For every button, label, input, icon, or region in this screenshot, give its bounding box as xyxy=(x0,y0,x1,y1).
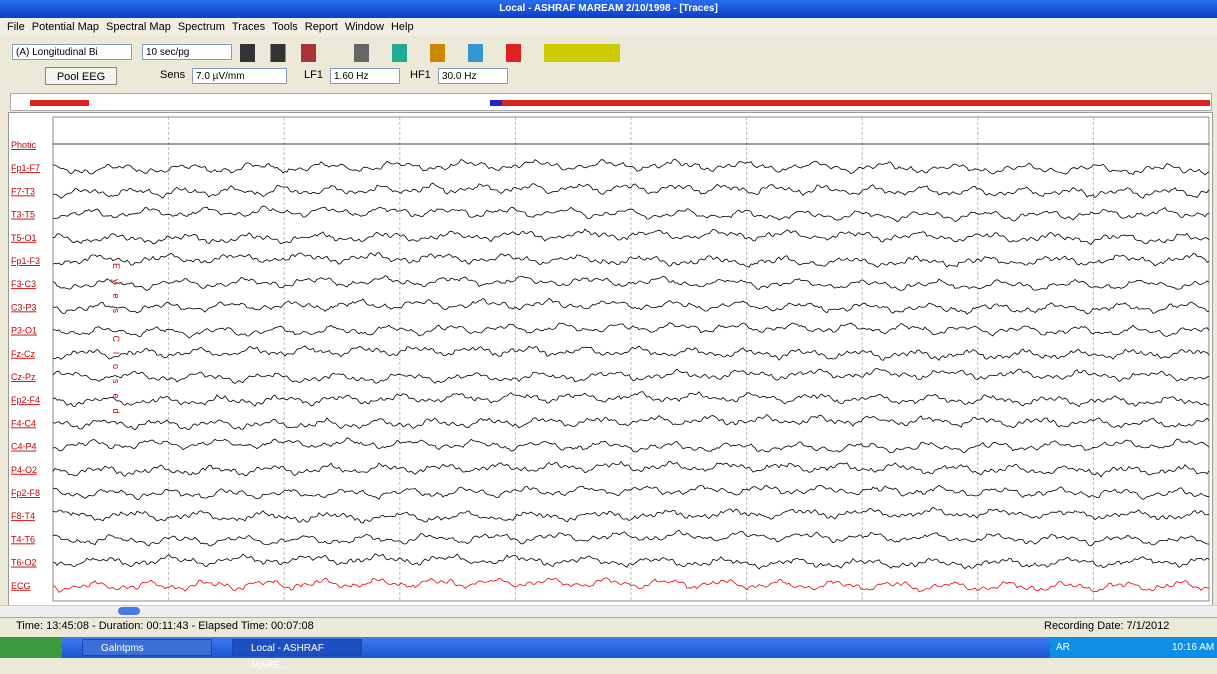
pool-eeg-button[interactable]: Pool EEG xyxy=(45,67,117,85)
status-bar: Time: 13:45:08 - Duration: 00:11:43 - El… xyxy=(0,617,1217,635)
eeg-trace xyxy=(52,506,1210,524)
channel-label: T3-T5 xyxy=(11,210,35,220)
eeg-trace xyxy=(52,345,1210,362)
eeg-trace xyxy=(52,413,1210,431)
channel-label: Photic xyxy=(11,140,37,150)
menu-item[interactable]: Spectral Map xyxy=(106,21,171,33)
channel-label: F3-C3 xyxy=(11,279,36,289)
sens-select[interactable]: 7.0 µV/mm xyxy=(192,68,287,84)
channel-label: Cz-Pz xyxy=(11,372,36,382)
menu-item[interactable]: Traces xyxy=(231,21,266,33)
eeg-trace xyxy=(52,437,1210,454)
menu-item[interactable]: Potential Map xyxy=(31,21,99,33)
eeg-trace xyxy=(52,228,1210,246)
timeline-bar xyxy=(30,100,1210,106)
sens-label: Sens xyxy=(160,69,186,81)
lf-select[interactable]: 1.60 Hz xyxy=(330,68,400,84)
menu-item[interactable]: Spectrum xyxy=(177,21,225,33)
channel-label: T4-T6 xyxy=(11,534,35,544)
eeg-trace xyxy=(52,391,1210,408)
title-bar: Local - ASHRAF MAREAM 2/10/1998 - [Trace… xyxy=(0,0,1217,18)
channel-label: T5-O1 xyxy=(11,233,37,243)
tray-lang: AR xyxy=(1056,642,1070,653)
channel-label: T6-O2 xyxy=(11,558,37,568)
status-time: Time: 13:45:08 - Duration: 00:11:43 - El… xyxy=(16,620,314,632)
trace-panel: Photic Fp1-F7 F7-T3 T3-T5 T5-O1 Fp1-F3 F3-C3 C3… xyxy=(8,112,1213,606)
eeg-trace xyxy=(52,484,1210,500)
hf-select[interactable]: 30.0 Hz xyxy=(438,68,508,84)
start-button[interactable] xyxy=(0,637,62,658)
scroll-thumb[interactable] xyxy=(118,607,140,615)
menu-item[interactable]: Report xyxy=(304,21,338,33)
window-title: Local - ASHRAF MAREAM 2/10/1998 - [Trace… xyxy=(499,3,718,14)
montage-select[interactable]: (A) Longitudinal Bi xyxy=(12,44,132,60)
channel-label: F4-C4 xyxy=(11,418,36,428)
channel-label: C3-P3 xyxy=(11,302,37,312)
eeg-trace xyxy=(52,368,1210,384)
tray-clock: 10:16 AM xyxy=(1172,642,1215,653)
eeg-trace xyxy=(52,205,1210,223)
speed-select[interactable]: 10 sec/pg xyxy=(142,44,232,60)
channel-label: Fp2-F4 xyxy=(11,395,40,405)
recording-date: Recording Date: 7/1/2012 xyxy=(1044,620,1170,632)
toolbar-icons[interactable] xyxy=(240,44,620,62)
channel-label: P4-O2 xyxy=(11,465,37,475)
eeg-trace xyxy=(52,460,1210,478)
menu-bar: File Potential Map Spectral Map Spectrum Tra… xyxy=(0,18,1217,36)
eeg-trace xyxy=(52,322,1210,339)
channel-label: C4-P4 xyxy=(11,442,37,452)
taskbar: Galntpms Local - ASHRAF MARE... AR 10:16… xyxy=(0,637,1217,671)
task-item[interactable]: Galntpms xyxy=(82,639,212,656)
eeg-trace xyxy=(52,529,1210,547)
eeg-trace xyxy=(53,553,1210,570)
channel-label: Fp2-F8 xyxy=(11,488,40,498)
trace-svg: Photic Fp1-F7 F7-T3 T3-T5 T5-O1 Fp1-F3 F3-C3 C3… xyxy=(11,116,1210,602)
channel-label: Fz-Cz xyxy=(11,349,35,359)
channel-label: Fp1-F3 xyxy=(11,256,40,266)
trace-frame xyxy=(52,116,1210,602)
channel-label: P3-O1 xyxy=(11,326,37,336)
hf-label: HF1 xyxy=(410,69,431,81)
channel-label: F8-T4 xyxy=(11,511,35,521)
channel-label: F7-T3 xyxy=(11,186,35,196)
annotation: Eyes Closed xyxy=(111,263,121,424)
eeg-trace xyxy=(52,577,1210,593)
eeg-trace xyxy=(52,275,1210,291)
task-item[interactable]: Local - ASHRAF MARE... xyxy=(232,639,362,671)
menu-item[interactable]: Tools xyxy=(272,21,298,33)
lf-label: LF1 xyxy=(304,69,323,81)
tray: AR 10:16 AM xyxy=(1050,637,1217,658)
eeg-trace xyxy=(52,182,1210,199)
eeg-trace xyxy=(52,158,1210,176)
eeg-trace xyxy=(52,252,1210,268)
menu-item[interactable]: Help xyxy=(390,21,414,33)
eeg-trace xyxy=(52,297,1210,315)
channel-label: Fp1-F7 xyxy=(11,163,40,173)
menu-item[interactable]: File xyxy=(7,21,25,33)
menu-item[interactable]: Window xyxy=(344,21,384,33)
channel-label: ECG xyxy=(11,581,31,591)
h-scrollbar[interactable] xyxy=(0,605,1217,617)
